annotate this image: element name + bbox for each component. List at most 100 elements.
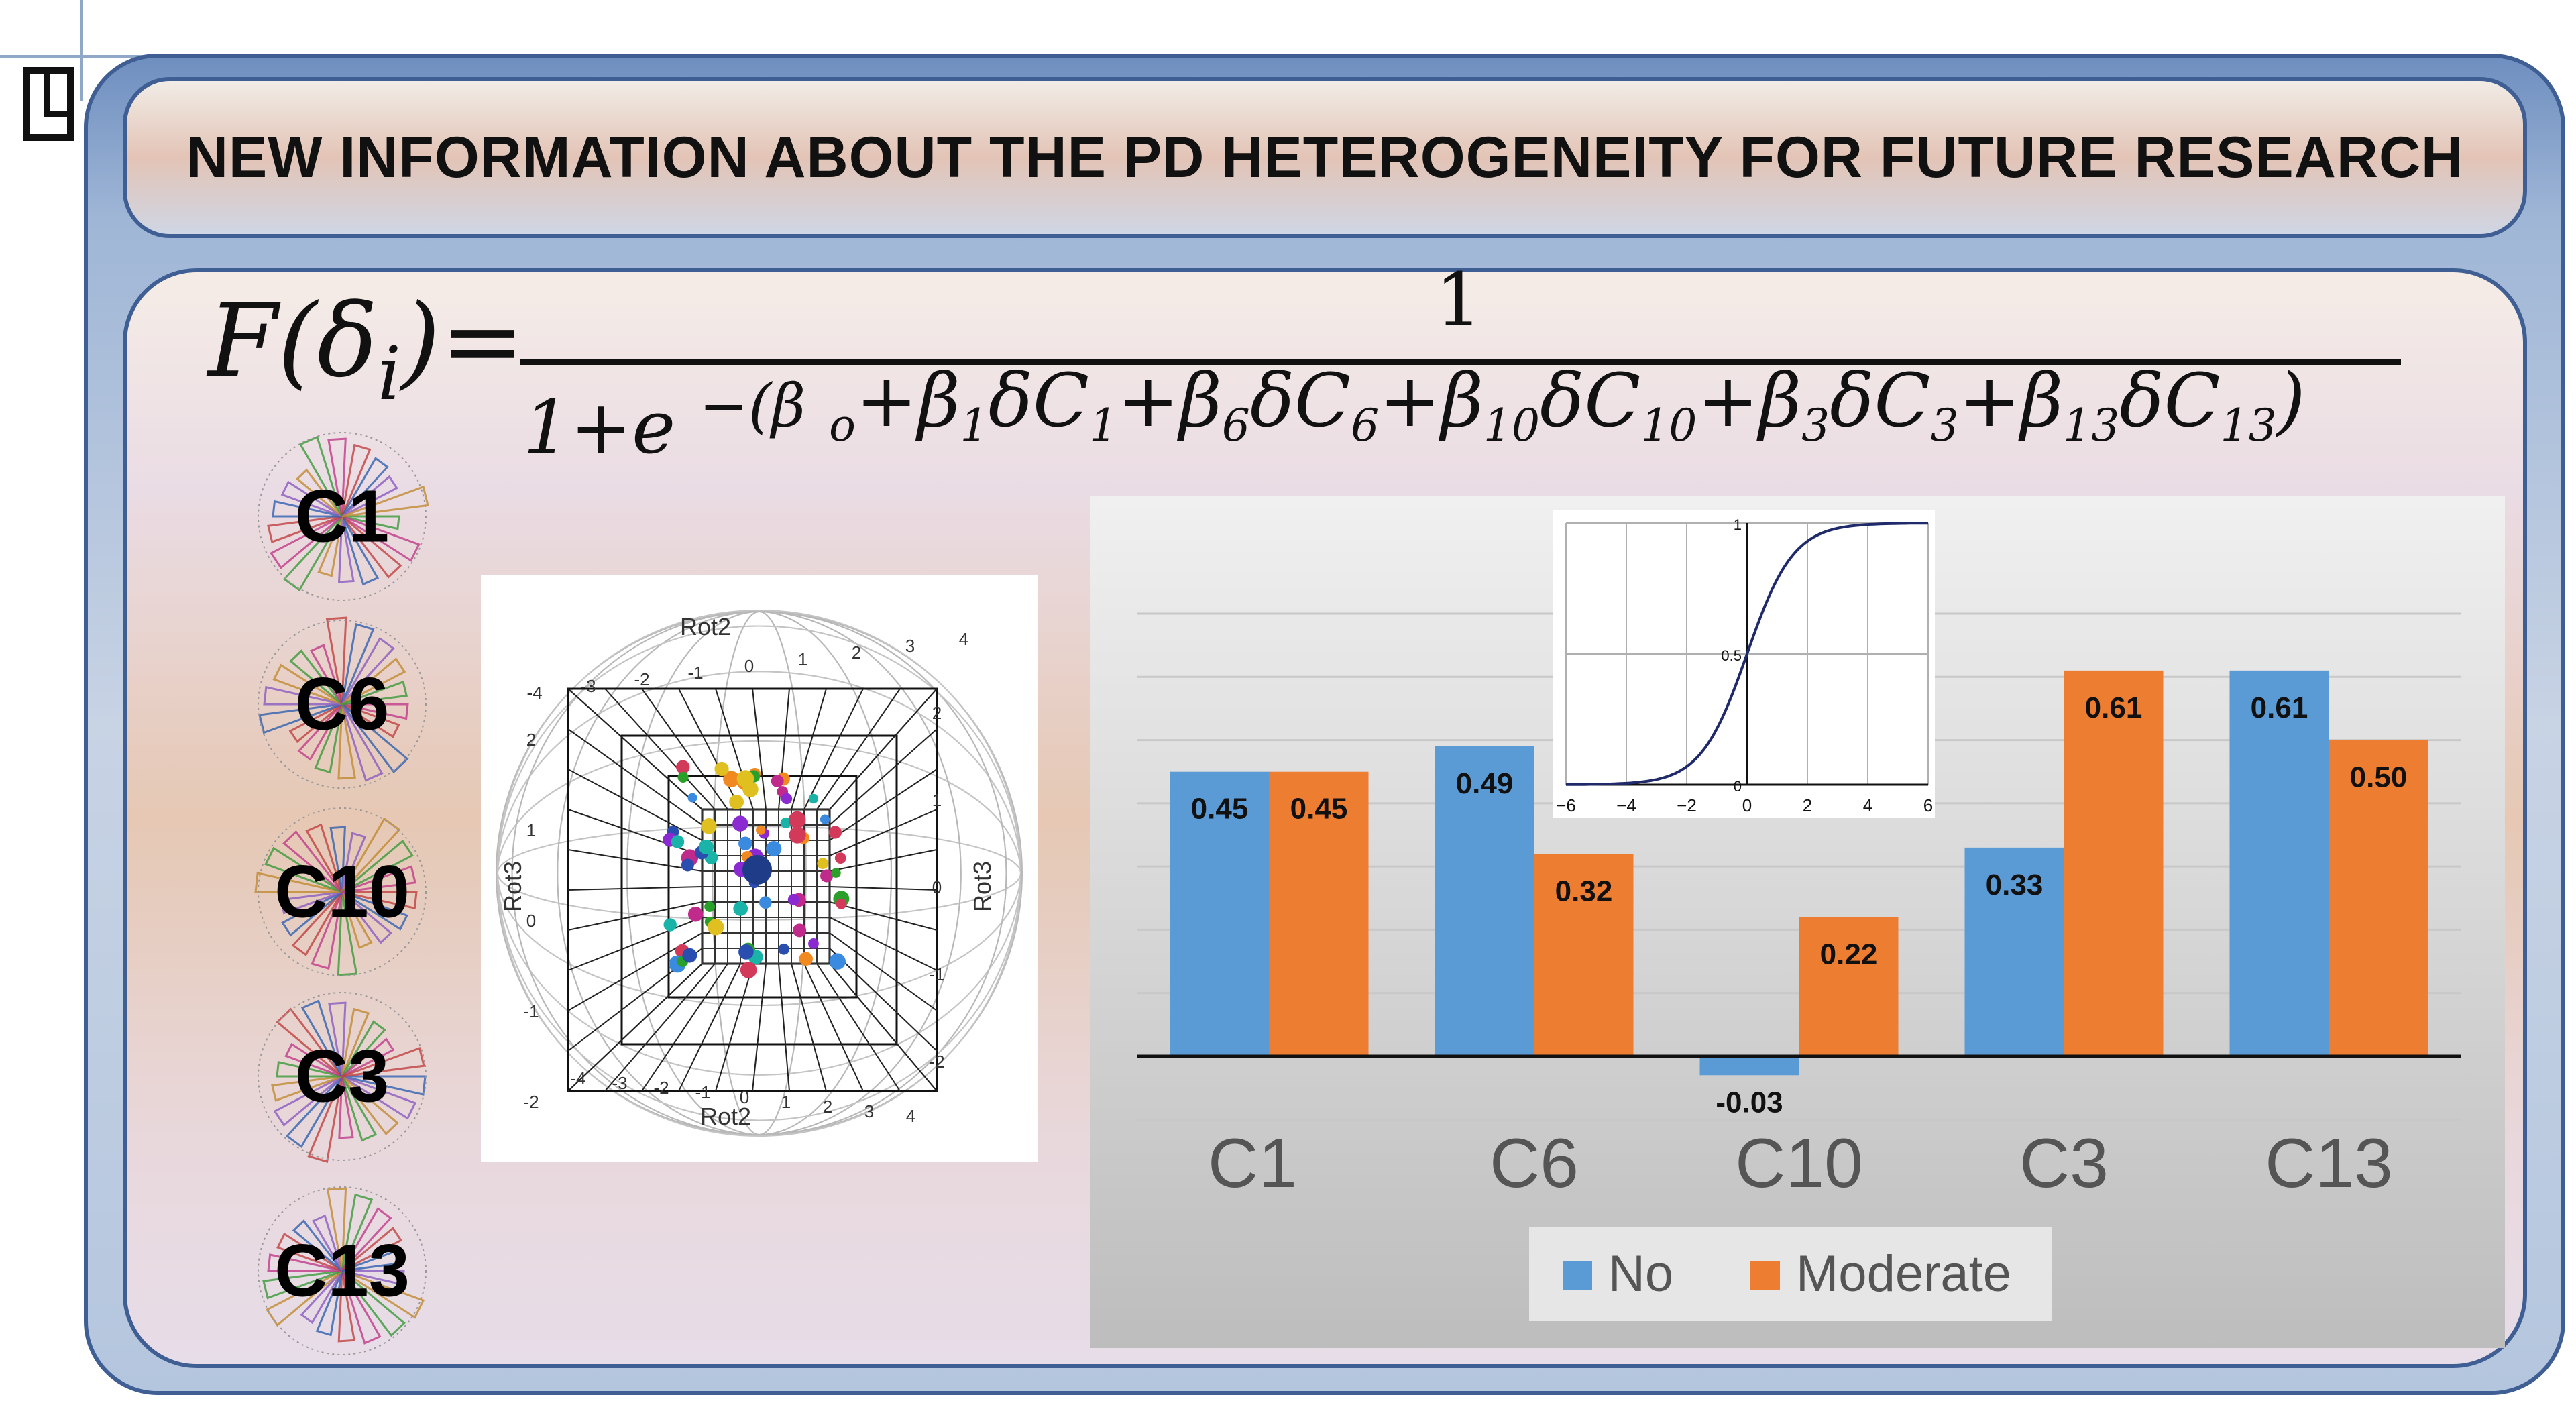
- data-label: 0.33: [1986, 868, 2043, 901]
- star-ray: [264, 846, 343, 893]
- star-ray: [337, 1270, 356, 1343]
- star-ray: [317, 516, 343, 577]
- grid-line: [641, 963, 728, 1092]
- star-ray: [338, 1076, 354, 1139]
- star-ray: [341, 839, 414, 893]
- scatter-point: [799, 952, 813, 966]
- scatter-point: [738, 944, 754, 960]
- star-ray: [341, 515, 421, 562]
- star-ray: [341, 1020, 386, 1078]
- formula-exponent-part: 6: [1351, 400, 1379, 451]
- star-ray: [300, 1270, 343, 1325]
- inset-tick-label: 4: [1863, 795, 1872, 815]
- grid-line: [829, 901, 938, 931]
- axis-label-left: Rot3: [499, 861, 526, 912]
- formula-exponent-part: 1: [960, 400, 989, 451]
- formula-exponent-part: δC: [1830, 357, 1930, 443]
- star-ray: [341, 657, 406, 706]
- inset-tick-label: −4: [1616, 795, 1636, 815]
- star-ray: [273, 1075, 343, 1127]
- tick-label: -2: [929, 1052, 944, 1072]
- tick-label: 2: [526, 730, 536, 750]
- grid-line: [803, 688, 864, 810]
- tick-label: -1: [523, 1001, 539, 1021]
- formula-exponent: −(β: [699, 371, 805, 440]
- category-label: C10: [1735, 1125, 1863, 1202]
- scatter-point: [766, 841, 782, 857]
- star-ray: [289, 649, 343, 706]
- star-ray: [292, 1219, 343, 1272]
- tick-label: 0: [932, 877, 942, 897]
- star-ray: [276, 1061, 343, 1078]
- scatter-point: [789, 826, 806, 844]
- tick-label: 1: [798, 649, 807, 669]
- tick-label: 3: [905, 636, 915, 656]
- scatter-point: [704, 901, 716, 912]
- bar-no-c13: [2229, 670, 2329, 1056]
- data-label: 0.49: [1456, 767, 1514, 800]
- grid-line: [567, 963, 703, 1092]
- tick-label: -4: [570, 1068, 585, 1088]
- bar-no-c6: [1435, 746, 1534, 1056]
- axis-label-bottom: Rot2: [700, 1103, 751, 1130]
- scatter-point: [701, 818, 717, 834]
- star-ray: [337, 891, 358, 976]
- formula-exponent-part: δC: [2119, 357, 2220, 443]
- cluster-glyph-c10: C10: [245, 801, 439, 982]
- star-ray: [341, 891, 373, 950]
- data-label: -0.03: [1716, 1086, 1783, 1119]
- data-label: 0.22: [1820, 938, 1878, 971]
- star-glyph-icon: [258, 992, 427, 1163]
- star-ray: [272, 663, 343, 706]
- title-banner: NEW INFORMATION ABOUT THE PD HETEROGENEI…: [123, 77, 2527, 238]
- star-outline: [258, 432, 427, 601]
- tick-label: 3: [864, 1101, 874, 1121]
- scatter-point: [682, 948, 697, 963]
- tick-label: 1: [781, 1092, 791, 1112]
- grid-line: [567, 901, 703, 931]
- formula-exponent-part: ): [2276, 357, 2306, 443]
- star-ray: [341, 516, 380, 586]
- scatter-point: [698, 839, 714, 855]
- star-ray: [298, 435, 343, 517]
- star-ray: [341, 1037, 395, 1078]
- grid-line: [791, 688, 827, 810]
- formula-lhs: F(δ: [206, 283, 378, 400]
- tick-label: 4: [959, 629, 968, 649]
- inset-tick-label: 0.5: [1721, 647, 1742, 664]
- bar-moderate-c3: [2064, 670, 2164, 1056]
- formula-exponent-part: 1: [1089, 400, 1117, 451]
- scatter-point: [759, 896, 772, 909]
- star-ray: [276, 1232, 343, 1272]
- star-ray: [341, 1075, 399, 1136]
- scatter-point: [687, 907, 704, 922]
- data-label: 0.61: [2085, 691, 2143, 724]
- svg-text:1+e −(β o+β1δC1+β6δC6+β1: 1+e −(β o+β1δC1+β6δC6+β10δC10+β3δC3+β13δ…: [523, 357, 2306, 470]
- star-glyph-icon: [258, 1186, 427, 1355]
- bar-no-c1: [1170, 771, 1270, 1056]
- inset-tick-label: 0: [1742, 795, 1752, 815]
- scatter-point: [808, 938, 819, 949]
- rotation-3d-scatter-plot: Rot2 Rot2 Rot3 Rot3 -4 -3 -2 -1 0 1 2 3 4 -4 -3 -2 -1 0 1 2…: [481, 575, 1038, 1162]
- tick-label: 2: [852, 642, 861, 663]
- grid-line: [829, 688, 938, 810]
- inset-tick-label: 2: [1803, 795, 1812, 815]
- formula-denominator: 1+e: [523, 384, 675, 470]
- scatter-point: [714, 761, 729, 777]
- formula-exponent-part: 3: [1801, 400, 1830, 451]
- scatter-point: [663, 918, 677, 932]
- star-ray: [341, 485, 429, 518]
- star-ray: [281, 891, 343, 937]
- star-ray: [254, 872, 343, 893]
- data-label: 0.61: [2251, 691, 2308, 724]
- star-ray: [311, 1214, 343, 1272]
- scatter-point: [736, 770, 754, 787]
- scatter-point: [771, 775, 784, 788]
- star-ray: [341, 1270, 405, 1286]
- grid-line: [567, 769, 703, 841]
- star-ray: [291, 891, 343, 956]
- legend-swatch: [1750, 1261, 1780, 1290]
- corner-guide-vertical: [80, 0, 83, 101]
- bar-no-c10: [1699, 1056, 1799, 1076]
- grid-line: [829, 932, 938, 1011]
